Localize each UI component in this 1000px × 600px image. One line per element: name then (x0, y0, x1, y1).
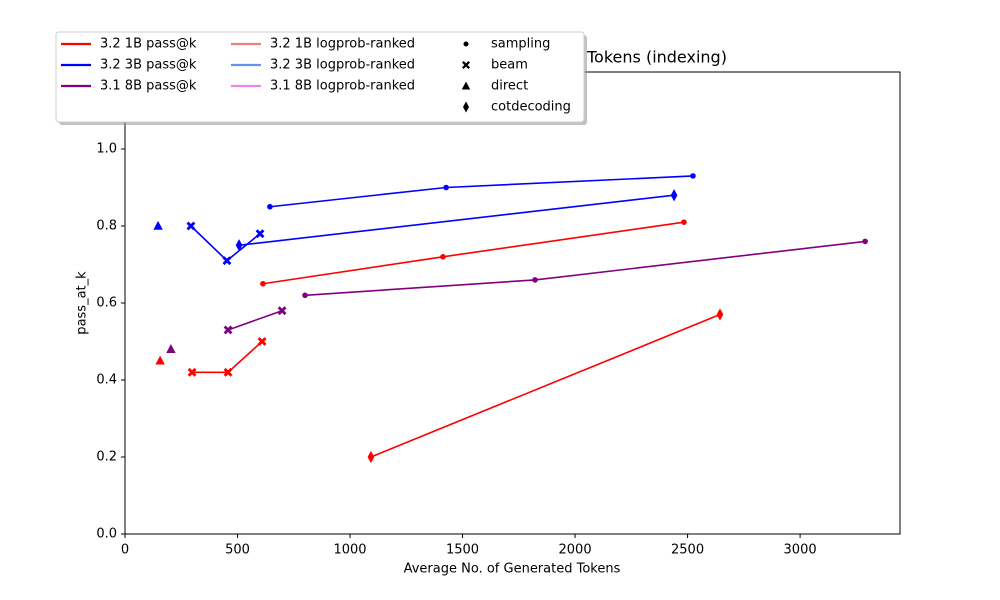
data-point (166, 344, 176, 353)
data-point (681, 219, 687, 225)
data-point (223, 325, 233, 335)
x-tick-label: 500 (225, 543, 250, 558)
data-point (277, 306, 287, 316)
legend-marker (463, 41, 469, 47)
legend-label: 3.2 1B pass@k (100, 37, 197, 52)
x-axis-label: Average No. of Generated Tokens (404, 562, 621, 577)
data-point (223, 367, 233, 377)
legend-label: 3.2 3B pass@k (100, 58, 197, 73)
legend: 3.2 1B pass@k 3.2 3B pass@k 3.1 8B pass@k 3… (55, 31, 587, 125)
data-point (367, 450, 375, 464)
legend-label: 3.2 3B logprob-ranked (270, 58, 415, 73)
data-point (862, 238, 868, 245)
data-point (690, 173, 696, 179)
series-line (238, 194, 675, 247)
y-tick-label: 0.4 (96, 373, 117, 388)
legend-label: 3.2 1B logprob-ranked (270, 37, 415, 52)
data-point (267, 203, 273, 210)
y-tick-label: 1.0 (96, 142, 117, 157)
x-tick-label: 1500 (446, 543, 479, 558)
x-tick-label: 2000 (559, 543, 592, 558)
chart-title: Tokens (indexing) (586, 48, 727, 67)
data-point (716, 308, 724, 321)
data-point (255, 229, 265, 239)
y-tick-label: 0.2 (96, 450, 117, 465)
legend-marker (463, 101, 469, 113)
y-tick-label: 0.8 (96, 219, 117, 234)
x-tick-label: 3000 (784, 543, 817, 558)
y-axis-label: pass_at_k (75, 271, 90, 335)
legend-label: direct (491, 79, 528, 94)
data-point (155, 355, 165, 365)
legend-box (55, 31, 585, 123)
plot-frame (124, 71, 901, 535)
series-line (227, 309, 283, 331)
data-point (670, 189, 678, 202)
series-line (304, 240, 866, 297)
data-point (532, 277, 538, 283)
series-line (262, 221, 685, 285)
legend-marker (462, 61, 470, 69)
x-tick-label: 2500 (671, 543, 704, 558)
legend-label: beam (491, 58, 528, 73)
y-tick-label: 0.6 (96, 296, 117, 311)
x-tick-label: 0 (121, 543, 129, 558)
legend-label: 3.1 8B logprob-ranked (270, 79, 415, 94)
data-point (186, 221, 196, 231)
legend-marker (461, 81, 471, 90)
legend-label: 3.1 8B pass@k (100, 79, 197, 94)
data-point (235, 239, 243, 252)
data-point (443, 184, 449, 191)
legend-label: cotdecoding (491, 100, 571, 115)
y-tick-label: 0.0 (96, 527, 117, 542)
data-point (260, 280, 266, 287)
series-line (269, 175, 694, 208)
series-line (370, 313, 721, 458)
data-point (257, 337, 267, 346)
legend-label: sampling (491, 37, 550, 52)
data-point (187, 367, 197, 377)
data-point (440, 254, 446, 260)
series-line (192, 340, 263, 374)
data-point (302, 292, 308, 299)
data-point (222, 256, 232, 266)
x-tick-label: 1000 (333, 543, 366, 558)
data-point (153, 220, 163, 230)
